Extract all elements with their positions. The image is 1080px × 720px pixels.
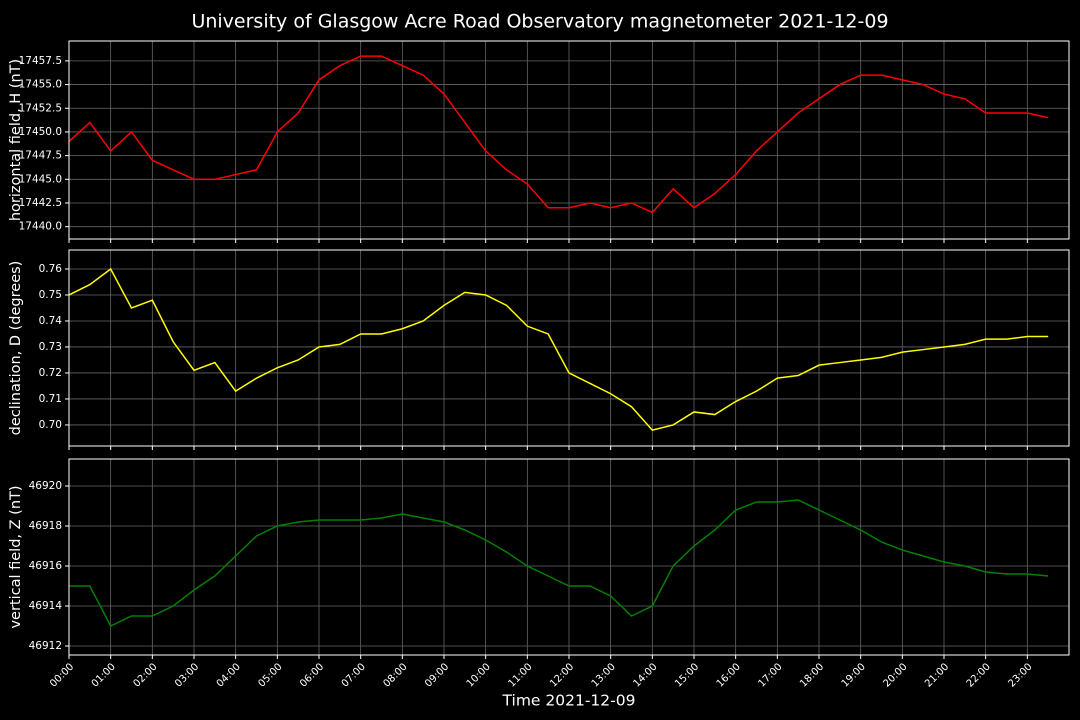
y-tick-label: 0.73 [39, 341, 62, 353]
plot-frame [68, 40, 1070, 240]
y-tick-label: 46912 [29, 640, 62, 652]
y-tick-label: 17455.0 [19, 79, 62, 91]
y-tick-label: 46916 [29, 560, 63, 572]
y-tick-label: 46914 [29, 600, 63, 612]
y-tick-label: 17445.0 [19, 173, 62, 185]
y-tick-label: 0.76 [39, 263, 63, 275]
y-tick-label: 0.70 [39, 419, 62, 431]
y-tick-label: 0.75 [39, 289, 62, 301]
chart-title: University of Glasgow Acre Road Observat… [191, 11, 888, 33]
x-axis-label: Time 2021-12-09 [502, 692, 636, 710]
y-tick-label: 0.72 [39, 367, 62, 379]
y-tick-label: 17442.5 [19, 197, 62, 209]
data-line [68, 55, 1049, 214]
y-tick-label: 0.71 [39, 393, 62, 405]
y-tick-label: 17450.0 [19, 126, 62, 138]
y-tick-label: 0.74 [39, 315, 63, 327]
y-tick-label: 46918 [29, 520, 62, 532]
plot-frame [68, 458, 1070, 656]
y-tick-label: 17447.5 [19, 150, 62, 162]
y-tick-label: 17440.0 [19, 221, 62, 233]
y-axis-label: declination, D (degrees) [8, 261, 24, 436]
y-tick-label: 17457.5 [19, 55, 62, 67]
data-line [69, 499, 1049, 627]
data-line [68, 267, 1049, 431]
y-axis-label: horizontal field, H (nT) [8, 59, 24, 221]
y-tick-label: 17452.5 [19, 102, 62, 114]
y-axis-label: vertical field, Z (nT) [8, 485, 24, 628]
y-tick-label: 46920 [29, 480, 62, 492]
plot-frame [68, 249, 1070, 447]
